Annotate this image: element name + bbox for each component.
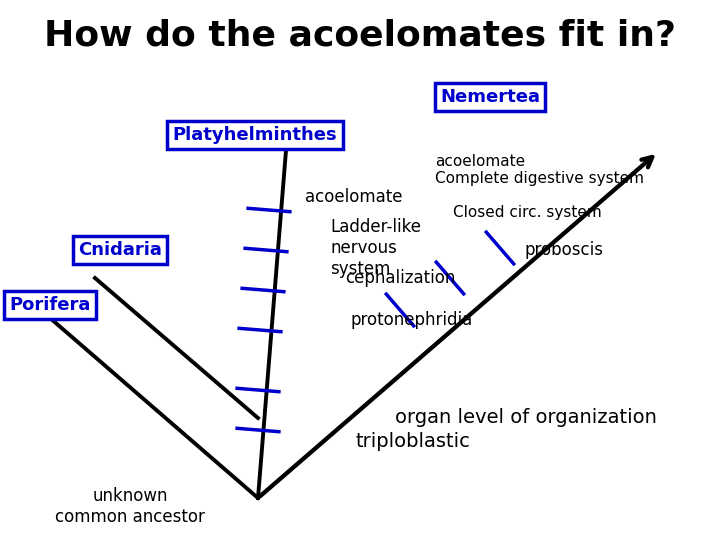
Text: protonephridia: protonephridia — [350, 311, 472, 329]
Text: unknown
common ancestor: unknown common ancestor — [55, 487, 205, 526]
Text: Ladder-like
nervous
system: Ladder-like nervous system — [330, 218, 421, 278]
Text: How do the acoelomates fit in?: How do the acoelomates fit in? — [44, 18, 676, 52]
Text: cephalization: cephalization — [345, 269, 455, 287]
Text: acoelomate: acoelomate — [305, 188, 402, 206]
Text: Closed circ. system: Closed circ. system — [453, 206, 602, 220]
Text: acoelomate
Complete digestive system: acoelomate Complete digestive system — [435, 154, 644, 186]
Text: triploblastic: triploblastic — [355, 432, 470, 451]
Text: Nemertea: Nemertea — [440, 88, 540, 106]
Text: Porifera: Porifera — [9, 296, 91, 314]
Text: organ level of organization: organ level of organization — [395, 408, 657, 427]
Text: Platyhelminthes: Platyhelminthes — [173, 126, 337, 144]
Text: proboscis: proboscis — [525, 241, 604, 259]
Text: Cnidaria: Cnidaria — [78, 241, 162, 259]
